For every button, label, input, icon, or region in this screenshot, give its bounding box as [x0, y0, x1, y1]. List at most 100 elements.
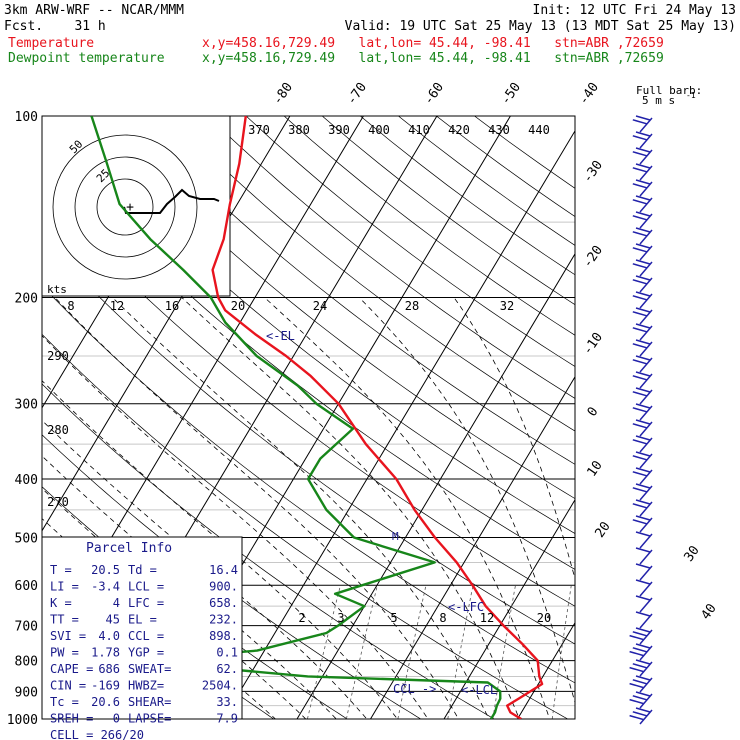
wind-barb: [635, 627, 651, 633]
wind-barb: [639, 389, 653, 405]
wind-barb: [632, 647, 648, 653]
wind-barb: [632, 247, 648, 253]
hodograph-tick-label: 20: [231, 299, 245, 313]
isotherm: [370, 375, 575, 719]
hodograph-box: [41, 115, 231, 297]
pressure-label: 800: [15, 655, 38, 670]
hodograph-ring: [96, 178, 154, 236]
wind-barb: [632, 231, 648, 237]
plot-frame: [41, 115, 576, 720]
wind-barb: [635, 563, 651, 569]
wind-barb: [632, 167, 648, 173]
wind-barb: [639, 197, 653, 213]
dry-adiabat: [359, 116, 575, 276]
mixing-ratio-label: 2: [298, 611, 305, 625]
hodograph-ring: [74, 156, 176, 258]
moist-adiabat: [453, 297, 575, 581]
parcel-field-value: 33.: [216, 695, 238, 709]
wind-barb: [632, 679, 648, 685]
dry-adiabat: [42, 144, 575, 570]
hodograph-tick-label: 32: [500, 299, 514, 313]
wind-barb: [639, 517, 653, 533]
theta-label: 410: [408, 123, 430, 137]
wind-barb: [632, 311, 648, 317]
moist-adiabat: [358, 297, 575, 704]
mixing-ratio-label: 8: [439, 611, 446, 625]
dry-adiabat: [42, 333, 569, 719]
wind-barb: [632, 295, 648, 301]
ccl-label: CCL ->: [393, 682, 436, 696]
moist-adiabat: [112, 297, 490, 719]
wind-barb: [635, 499, 651, 505]
isotherm-label: -30: [580, 158, 606, 186]
wind-barb: [635, 451, 651, 457]
wind-barb: [635, 547, 651, 553]
parcel-field-label: EL =: [128, 613, 157, 627]
theta-label: 280: [47, 423, 69, 437]
isotherm: [296, 252, 575, 719]
parcel-field-label: YGP =: [128, 646, 164, 660]
parcel-cell: CELL = 266/20: [50, 728, 144, 740]
moist-adiabat: [181, 297, 520, 719]
mixing-ratio-line: [551, 585, 572, 719]
parcel-field-value: 7.9: [216, 712, 238, 726]
wind-barb: [635, 531, 651, 537]
parcel-field-value: 45: [106, 613, 120, 627]
wind-barb: [635, 515, 651, 521]
wind-barb: [639, 309, 653, 325]
parcel-field-label: LI =: [50, 580, 79, 594]
mixing-ratio-label: 12: [480, 611, 494, 625]
wind-barb: [635, 147, 651, 153]
wind-barb: [639, 437, 653, 453]
temperature-profile: [211, 116, 544, 719]
theta-label: 440: [528, 123, 550, 137]
moist-adiabat: [42, 380, 398, 719]
parcel-marker: M: [392, 530, 399, 543]
mixing-ratio-label: 5: [390, 611, 397, 625]
pressure-label: 900: [15, 685, 38, 700]
wind-barb: [635, 595, 651, 601]
theta-label: 290: [47, 349, 69, 363]
wind-barb: [639, 709, 653, 725]
wind-barb: [635, 211, 651, 217]
mixing-ratio-line: [346, 585, 378, 719]
theta-label: 370: [248, 123, 270, 137]
pressure-label: 100: [15, 110, 38, 125]
model-title: 3km ARW-WRF -- NCAR/MMM: [4, 3, 185, 18]
wind-barb: [632, 359, 648, 365]
theta-label: 390: [328, 123, 350, 137]
isotherm-label: -80: [270, 80, 296, 108]
wind-barb: [639, 693, 653, 709]
dry-adiabat: [435, 116, 575, 217]
parcel-field-label: LCL =: [128, 580, 164, 594]
wind-barb: [635, 371, 651, 377]
init-time: Init: 12 UTC Fri 24 May 13: [532, 3, 737, 18]
mixing-ratio-line: [397, 585, 427, 719]
wind-barb: [639, 181, 653, 197]
wind-barb: [639, 565, 653, 581]
parcel-field-value: 686: [98, 662, 120, 676]
wind-barb: [635, 579, 651, 585]
dewpoint-profile: [90, 116, 502, 719]
wind-barb: [629, 634, 644, 641]
wind-barb: [639, 469, 653, 485]
wind-barb: [629, 682, 644, 689]
barb-key-exponent: -1: [686, 91, 696, 100]
hodograph-ring: [52, 134, 198, 280]
pressure-label: 300: [15, 398, 38, 413]
wind-barb: [632, 263, 648, 269]
wind-barb: [639, 629, 653, 645]
temperature-location: x,y=458.16,729.49 lat,lon= 45.44, -98.41…: [202, 36, 664, 51]
wind-barb: [639, 277, 653, 293]
dry-adiabat: [93, 116, 575, 500]
wind-barb: [632, 519, 648, 525]
hodograph-tick-label: 12: [110, 299, 124, 313]
wind-barb: [639, 421, 653, 437]
wind-barb: [632, 631, 648, 637]
mixing-ratio-line: [307, 585, 341, 719]
wind-barb: [639, 597, 653, 613]
theta-label: 430: [488, 123, 510, 137]
dry-adiabat: [169, 116, 575, 432]
wind-barb: [639, 293, 653, 309]
parcel-field-label: SVI =: [50, 629, 86, 643]
